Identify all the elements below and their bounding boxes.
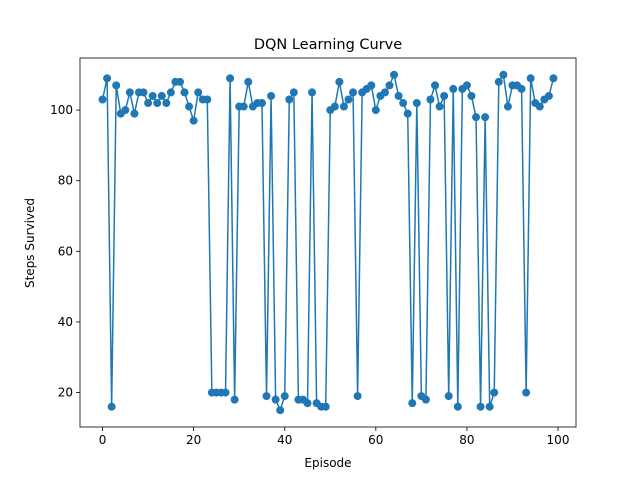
data-point (194, 88, 203, 97)
data-point (499, 70, 508, 79)
data-point (130, 109, 139, 118)
data-point (453, 402, 462, 411)
x-tick-label: 0 (99, 433, 107, 447)
data-point (440, 91, 449, 100)
data-point (103, 74, 112, 83)
data-point (408, 399, 417, 408)
data-point (481, 113, 490, 122)
data-point (412, 99, 421, 108)
data-point (485, 402, 494, 411)
data-point (107, 402, 116, 411)
chart-title: DQN Learning Curve (254, 37, 402, 53)
y-tick-label: 40 (58, 315, 73, 329)
data-point (321, 402, 330, 411)
data-point (226, 74, 235, 83)
y-tick-label: 100 (50, 103, 73, 117)
data-point (371, 106, 380, 115)
data-point (335, 77, 344, 86)
data-point (153, 99, 162, 108)
data-point (308, 88, 317, 97)
data-point (435, 102, 444, 111)
data-point (175, 77, 184, 86)
data-point (535, 102, 544, 111)
data-point (517, 84, 526, 93)
data-point (390, 70, 399, 79)
data-point (189, 116, 198, 125)
data-point (121, 106, 130, 115)
data-point (353, 392, 362, 401)
y-axis-label: Steps Survived (23, 198, 37, 288)
data-point (230, 395, 239, 404)
data-point (330, 102, 339, 111)
data-point (162, 99, 171, 108)
data-point (490, 388, 499, 397)
data-point (276, 406, 285, 415)
data-point (385, 81, 394, 90)
x-tick-label: 20 (186, 433, 201, 447)
data-point (239, 102, 248, 111)
data-point (444, 392, 453, 401)
data-point (349, 88, 358, 97)
y-tick-label: 60 (58, 244, 73, 258)
data-point (467, 91, 476, 100)
data-point (166, 88, 175, 97)
data-point (221, 388, 230, 397)
data-point (125, 88, 134, 97)
data-point (367, 81, 376, 90)
x-tick-label: 100 (547, 433, 570, 447)
data-point (549, 74, 558, 83)
data-point (280, 392, 289, 401)
y-tick-label: 20 (58, 386, 73, 400)
data-point (544, 91, 553, 100)
x-tick-label: 80 (459, 433, 474, 447)
data-point (257, 99, 266, 108)
data-point (431, 81, 440, 90)
data-point (271, 395, 280, 404)
data-point (380, 88, 389, 97)
data-point (203, 95, 212, 104)
data-point (267, 91, 276, 100)
x-axis-label: Episode (304, 456, 351, 470)
data-point (449, 84, 458, 93)
data-point (344, 95, 353, 104)
data-point (403, 109, 412, 118)
data-point (339, 102, 348, 111)
data-point (503, 102, 512, 111)
plot-frame (79, 57, 577, 428)
data-point (98, 95, 107, 104)
data-point (394, 91, 403, 100)
data-point (112, 81, 121, 90)
data-point (262, 392, 271, 401)
data-point (157, 91, 166, 100)
data-point (244, 77, 253, 86)
data-point (303, 399, 312, 408)
y-tick-label: 80 (58, 174, 73, 188)
data-point (144, 99, 153, 108)
data-point (494, 77, 503, 86)
data-point (185, 102, 194, 111)
data-point (180, 88, 189, 97)
x-tick-label: 60 (368, 433, 383, 447)
data-point (476, 402, 485, 411)
data-point (526, 74, 535, 83)
x-tick-label: 40 (277, 433, 292, 447)
data-point (285, 95, 294, 104)
data-point (148, 91, 157, 100)
data-point (472, 113, 481, 122)
data-point (139, 88, 148, 97)
data-point (399, 99, 408, 108)
data-point (462, 81, 471, 90)
data-point (426, 95, 435, 104)
data-point (289, 88, 298, 97)
data-point (522, 388, 531, 397)
data-point (421, 395, 430, 404)
